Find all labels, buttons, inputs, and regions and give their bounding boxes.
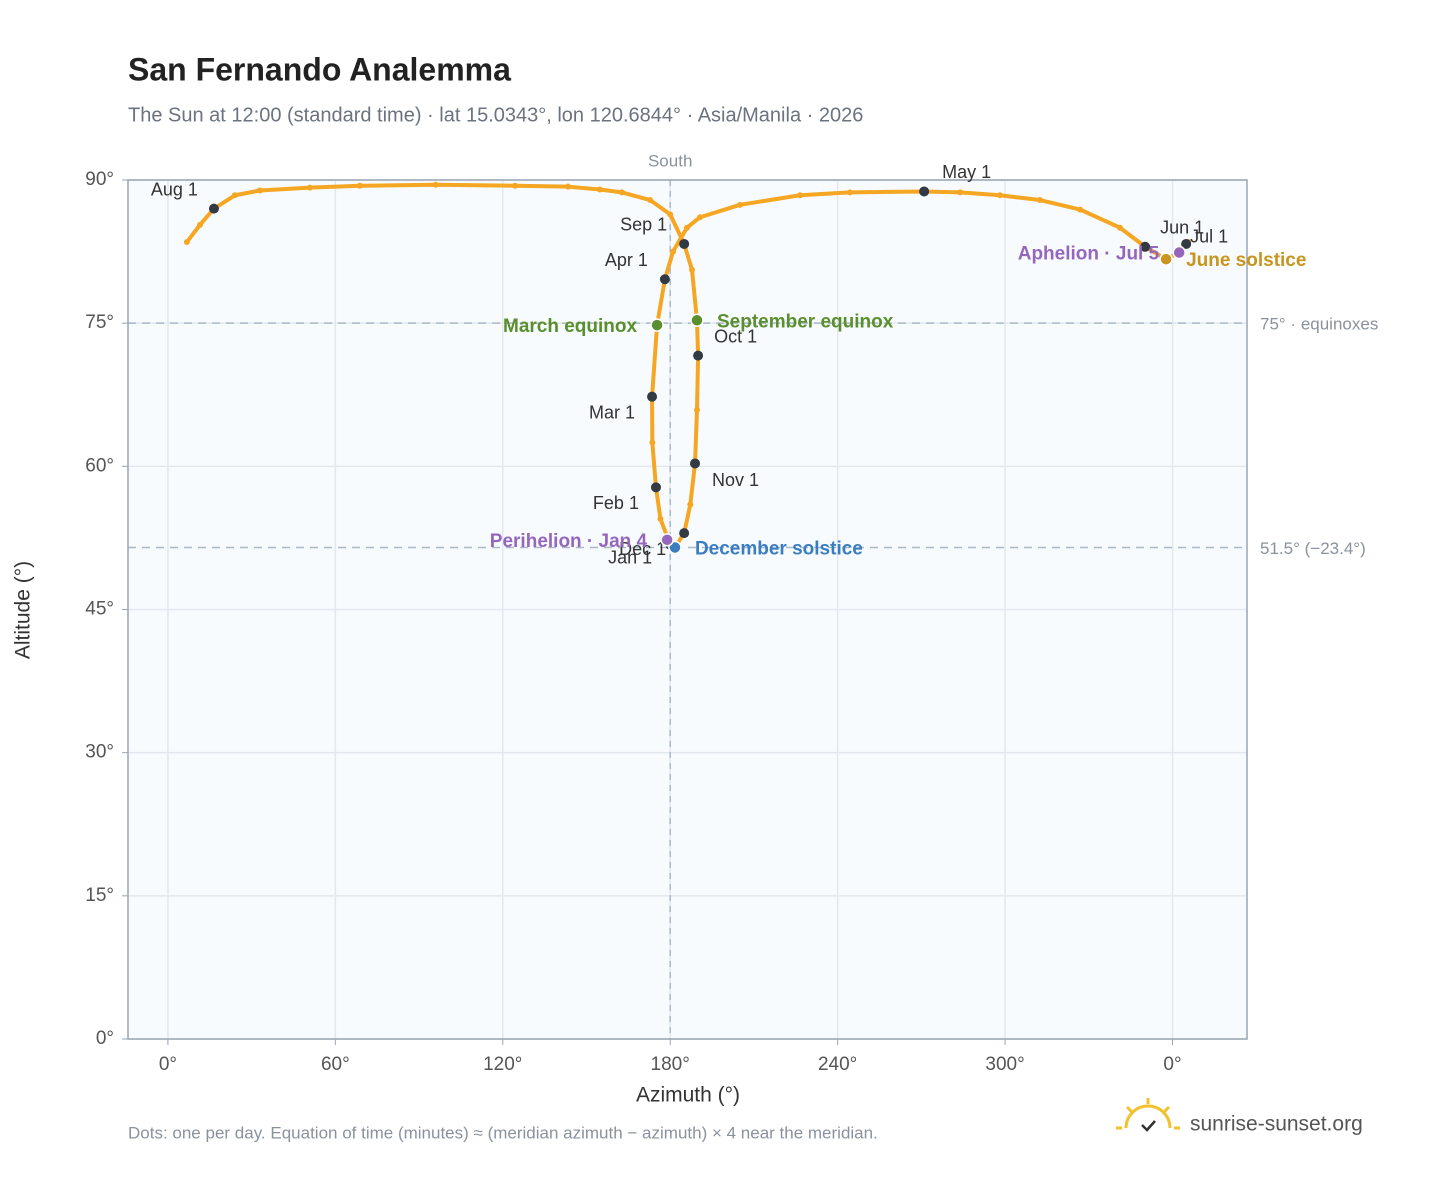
day-dot <box>196 221 203 228</box>
day-dot <box>846 189 853 196</box>
day-dot <box>649 439 656 446</box>
event-marker <box>1159 252 1173 266</box>
day-dot <box>512 182 519 189</box>
event-marker <box>660 533 674 547</box>
event-label: Perihelion · Jan 4 <box>490 531 648 552</box>
day-dot <box>256 187 263 194</box>
day-dot <box>688 266 695 273</box>
month-marker <box>1140 241 1151 252</box>
x-tick-label: 120° <box>483 1054 522 1075</box>
month-label: Oct 1 <box>714 326 757 346</box>
month-label: Apr 1 <box>605 250 648 270</box>
month-label: Nov 1 <box>712 470 759 490</box>
month-marker <box>208 203 219 214</box>
x-tick-label: 60° <box>321 1054 350 1075</box>
meridian-label: South <box>648 151 692 170</box>
month-marker <box>647 391 658 402</box>
day-dot <box>565 183 572 190</box>
day-dot <box>356 182 363 189</box>
day-dot <box>306 184 313 191</box>
day-dot <box>657 515 664 522</box>
month-marker <box>650 482 661 493</box>
x-tick-label: 300° <box>985 1054 1024 1075</box>
reference-label: 51.5° (−23.4°) <box>1260 539 1366 558</box>
month-marker <box>919 186 930 197</box>
event-label: Aphelion · Jul 5 <box>1018 244 1160 265</box>
chart-title: San Fernando Analemma <box>128 51 511 87</box>
event-marker <box>1172 245 1186 260</box>
y-tick-label: 60° <box>85 455 114 476</box>
day-dot <box>957 189 964 196</box>
month-label: Aug 1 <box>151 179 198 199</box>
day-dot <box>736 201 743 208</box>
reference-label: 75° · equinoxes <box>1260 315 1378 334</box>
day-dot <box>183 239 190 246</box>
month-label: Feb 1 <box>593 493 639 513</box>
month-label: Sep 1 <box>620 215 667 235</box>
x-tick-label: 0° <box>1163 1054 1181 1075</box>
plot-border <box>127 179 1248 1040</box>
event-label: December solstice <box>695 538 863 559</box>
day-dot <box>687 501 694 508</box>
event-label: March equinox <box>503 316 638 337</box>
day-dot <box>796 192 803 199</box>
month-marker <box>693 350 704 361</box>
event-marker <box>650 318 664 332</box>
y-tick-label: 90° <box>85 169 114 190</box>
day-dot <box>596 186 603 193</box>
month-label: Dec 1 <box>619 539 666 559</box>
y-tick-label: 30° <box>85 742 114 763</box>
month-label: Jun 1 <box>1160 218 1204 238</box>
day-dot <box>1077 206 1084 213</box>
brand: sunrise-sunset.org <box>1190 1113 1363 1136</box>
day-dot <box>997 192 1004 199</box>
x-tick-label: 0° <box>159 1054 177 1075</box>
day-dot <box>618 189 625 196</box>
x-tick-label: 240° <box>818 1054 857 1075</box>
month-marker <box>1181 238 1192 249</box>
month-label: May 1 <box>942 162 991 182</box>
event-label: June solstice <box>1186 250 1306 271</box>
month-label: Jul 1 <box>1190 227 1228 247</box>
brand-icon <box>1116 1098 1180 1132</box>
day-dot <box>697 214 704 221</box>
month-marker <box>659 274 670 285</box>
day-dot <box>432 181 439 188</box>
y-tick-label: 0° <box>96 1028 114 1049</box>
event-marker <box>690 313 704 328</box>
chart-subtitle: The Sun at 12:00 (standard time) · lat 1… <box>128 104 863 126</box>
day-dot <box>683 224 690 231</box>
x-tick-label: 180° <box>651 1054 690 1075</box>
day-dot <box>669 248 676 255</box>
day-dot <box>647 197 654 204</box>
month-marker <box>679 238 690 249</box>
day-dot <box>667 211 674 218</box>
day-dot <box>693 407 700 414</box>
y-axis-label: Altitude (°) <box>12 561 35 659</box>
event-label: September equinox <box>717 311 894 332</box>
footnote: Dots: one per day. Equation of time (min… <box>128 1123 878 1142</box>
y-tick-label: 75° <box>85 312 114 333</box>
y-tick-label: 45° <box>85 599 114 620</box>
y-tick-label: 15° <box>85 885 114 906</box>
month-marker <box>690 458 701 469</box>
x-axis-label: Azimuth (°) <box>636 1084 740 1107</box>
day-dot <box>231 192 238 199</box>
month-label: Mar 1 <box>589 402 635 422</box>
day-dot <box>1036 197 1043 204</box>
month-marker <box>679 528 690 539</box>
month-label: Jan 1 <box>608 547 652 567</box>
day-dot <box>1117 224 1124 231</box>
analemma-line <box>184 182 701 550</box>
